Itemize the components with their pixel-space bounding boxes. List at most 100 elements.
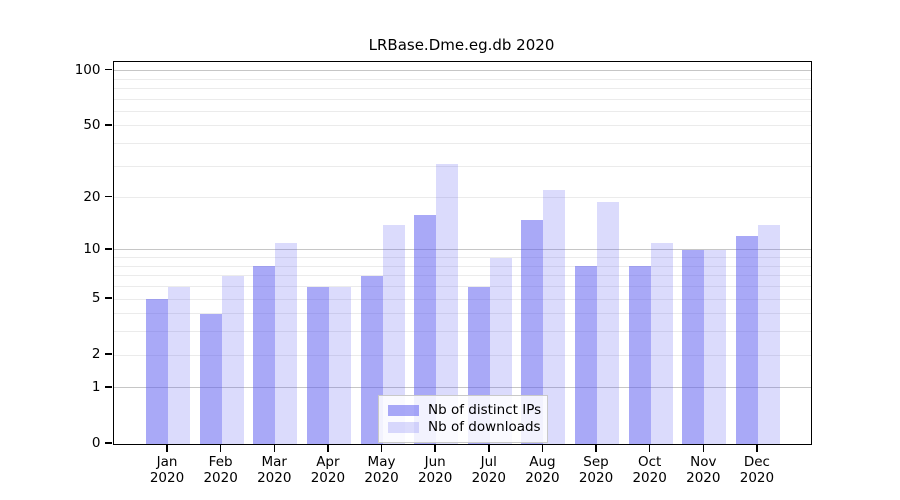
x-label-year: 2020 <box>471 470 506 486</box>
y-tick-50 <box>104 124 112 126</box>
bar-group-feb <box>199 62 244 444</box>
x-label-month: Jun <box>424 454 446 470</box>
x-label-mar: Mar 2020 <box>242 454 306 486</box>
x-label-year: 2020 <box>149 470 185 486</box>
y-tick-label-1: 1 <box>91 378 101 395</box>
x-label-apr: Apr 2020 <box>296 454 360 486</box>
x-label-month: Sep <box>583 454 609 470</box>
x-label-year: 2020 <box>578 470 614 486</box>
bar-distinct-ips-aug <box>521 219 544 444</box>
x-label-month: Feb <box>208 454 233 470</box>
gridline-10 <box>114 249 811 251</box>
x-tick-jun <box>434 444 436 452</box>
x-tick-oct <box>648 444 651 452</box>
bar-downloads-may <box>382 224 405 444</box>
x-label-sep: Sep 2020 <box>564 454 628 486</box>
y-tick-label-50: 50 <box>83 116 101 133</box>
x-tick-jan <box>166 444 168 452</box>
bar-downloads-nov <box>704 249 727 444</box>
bar-downloads-oct <box>650 242 673 444</box>
y-tick-label-2: 2 <box>91 346 101 363</box>
x-tick-aug <box>541 444 544 452</box>
gridline-50 <box>114 125 811 127</box>
bar-distinct-ips-apr <box>306 286 329 444</box>
gridline-60 <box>114 110 811 112</box>
legend-label-distinct-ips: Nb of distinct IPs <box>428 402 542 418</box>
x-label-year: 2020 <box>686 470 721 486</box>
x-label-dec: Dec 2020 <box>725 454 789 486</box>
x-label-month: Aug <box>529 454 556 470</box>
bar-distinct-ips-nov <box>682 249 705 444</box>
y-tick-5 <box>104 297 112 299</box>
bar-downloads-sep <box>597 201 620 444</box>
y-tick-20 <box>104 195 112 198</box>
y-tick-2 <box>104 353 112 355</box>
x-label-month: Nov <box>690 454 717 470</box>
x-label-jul: Jul 2020 <box>457 454 521 486</box>
x-label-month: Oct <box>637 454 662 470</box>
legend-swatch-downloads <box>388 421 419 433</box>
bar-downloads-apr <box>328 286 351 444</box>
x-tick-mar <box>273 444 275 452</box>
bar-distinct-ips-may <box>360 275 383 444</box>
x-label-feb: Feb 2020 <box>189 454 253 486</box>
gridline-100 <box>114 70 811 72</box>
bar-downloads-dec <box>757 224 780 444</box>
x-label-month: Jul <box>480 454 497 470</box>
x-label-nov: Nov 2020 <box>671 454 735 486</box>
gridline-40 <box>114 143 811 145</box>
bar-group-may <box>360 62 405 444</box>
x-label-year: 2020 <box>739 470 775 486</box>
x-tick-apr <box>327 444 329 452</box>
bar-distinct-ips-mar <box>253 266 276 444</box>
x-tick-nov <box>702 444 705 452</box>
x-label-month: May <box>367 454 396 470</box>
x-tick-may <box>380 444 383 452</box>
x-tick-sep <box>595 444 597 452</box>
bar-downloads-jan <box>168 286 190 444</box>
bar-downloads-jun <box>436 163 459 444</box>
x-label-may: May 2020 <box>350 454 414 486</box>
legend-label-downloads: Nb of downloads <box>428 419 541 435</box>
legend-item-downloads: Nb of downloads <box>388 419 541 435</box>
x-label-aug: Aug 2020 <box>510 454 574 486</box>
bar-downloads-mar <box>275 242 298 444</box>
x-tick-jul <box>488 444 490 452</box>
bar-distinct-ips-feb <box>199 313 222 444</box>
bar-distinct-ips-dec <box>735 236 758 444</box>
x-label-year: 2020 <box>203 470 238 486</box>
x-label-month: Dec <box>743 454 770 470</box>
gridline-30 <box>114 165 811 167</box>
x-label-jun: Jun 2020 <box>403 454 467 486</box>
chart-title: LRBase.Dme.eg.db 2020 <box>368 36 555 54</box>
y-tick-label-5: 5 <box>91 290 101 307</box>
x-label-month: Jan <box>156 454 178 470</box>
x-tick-feb <box>219 444 222 452</box>
legend: Nb of distinct IPs Nb of downloads <box>378 395 548 443</box>
x-label-year: 2020 <box>417 470 453 486</box>
y-tick-100 <box>104 68 112 71</box>
bar-downloads-aug <box>543 190 566 444</box>
y-tick-10 <box>104 248 112 250</box>
bar-group-apr <box>306 62 351 444</box>
x-label-month: Mar <box>261 454 287 470</box>
x-label-year: 2020 <box>525 470 560 486</box>
gridline-3 <box>114 331 811 333</box>
x-label-oct: Oct 2020 <box>618 454 682 486</box>
gridline-2 <box>114 354 811 356</box>
y-tick-0 <box>104 442 112 444</box>
y-tick-1 <box>104 386 112 388</box>
bar-group-aug <box>521 62 566 444</box>
x-label-month: Apr <box>316 454 340 470</box>
x-tick-dec <box>756 444 758 452</box>
bar-group-jun <box>414 62 459 444</box>
bar-distinct-ips-sep <box>575 266 598 444</box>
gridline-90 <box>114 78 811 80</box>
gridline-80 <box>114 87 811 89</box>
bar-group-oct <box>628 62 673 444</box>
legend-item-distinct-ips: Nb of distinct IPs <box>388 402 542 418</box>
x-label-year: 2020 <box>364 470 399 486</box>
legend-swatch-distinct-ips <box>388 404 419 416</box>
bar-group-jan <box>146 62 190 444</box>
